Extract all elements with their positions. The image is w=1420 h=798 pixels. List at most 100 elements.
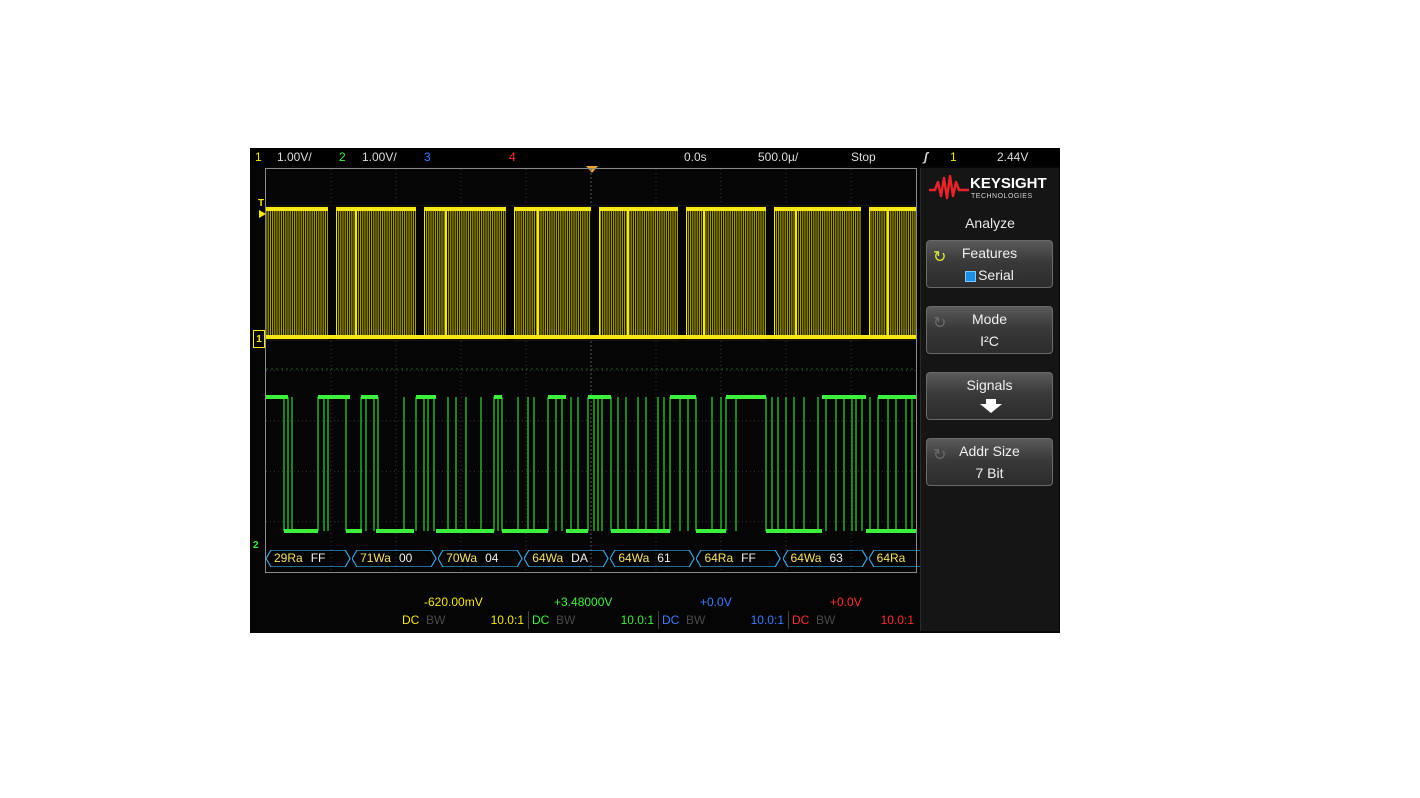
ch2-waveform (266, 368, 916, 533)
run-state[interactable]: Stop (851, 150, 876, 164)
softkey-label: Mode (971, 311, 1008, 327)
channel-coupling: DC (792, 613, 810, 627)
keysight-wave-icon (929, 174, 969, 200)
channel-offset: +3.48000V (554, 595, 613, 609)
decode-address: 64Ra (876, 551, 906, 565)
softkey-label: Features (961, 245, 1018, 261)
mode-softkey[interactable]: ↻ Mode I²C (926, 306, 1053, 354)
ch1-waveform (266, 205, 916, 341)
rotate-knob-icon: ↻ (933, 315, 947, 332)
status-bar: 1 1.00V/ 2 1.00V/ 3 4 0.0s 500.0µ/ Stop … (250, 148, 1060, 166)
decode-packet[interactable]: 64Wa DA (524, 550, 610, 567)
rotate-knob-icon: ↻ (933, 447, 947, 464)
ch1-idle-gap (328, 206, 336, 340)
keysight-logo: KEYSIGHT TECHNOLOGIES (927, 172, 1057, 204)
softkey-value: Serial (927, 267, 1052, 283)
ch1-idle-gap (678, 206, 686, 340)
channel-offset: +0.0V (830, 595, 862, 609)
channel-info-2[interactable]: +3.48000V DC BW 10.0:1 (528, 588, 658, 633)
decode-packet[interactable]: 71Wa 00 (352, 550, 438, 567)
channel-coupling: DC (532, 613, 550, 627)
decode-packet-text: 64Ra FF (704, 550, 755, 567)
oscilloscope-display: 1 1.00V/ 2 1.00V/ 3 4 0.0s 500.0µ/ Stop … (250, 148, 1060, 633)
decode-address: 64Wa (618, 551, 650, 565)
trigger-position-icon (586, 166, 598, 173)
softkey-value: I²C (980, 333, 999, 349)
decode-data: FF (741, 551, 756, 565)
decode-packet[interactable]: 64Ra FF (696, 550, 782, 567)
decode-packet-text: 70Wa 04 (446, 550, 498, 567)
logo-text: KEYSIGHT (970, 175, 1047, 192)
rotate-knob-icon: ↻ (933, 249, 947, 266)
channel-coupling: DC (662, 613, 680, 627)
channel-info-1[interactable]: -620.00mV DC BW 10.0:1 (398, 588, 528, 633)
channel-info-4[interactable]: +0.0V DC BW 10.0:1 (788, 588, 918, 633)
channel-offset: +0.0V (700, 595, 732, 609)
signals-softkey[interactable]: Signals (926, 372, 1053, 420)
ch1-number[interactable]: 1 (255, 150, 262, 164)
trigger-level-marker[interactable]: T (258, 198, 265, 209)
decode-packet-text: 64Wa 63 (791, 550, 843, 567)
channel-separator (528, 611, 529, 629)
trigger-level-arrow-icon (259, 210, 266, 218)
decode-data: 63 (829, 551, 843, 565)
decode-packet-text: 64Wa DA (532, 550, 588, 567)
ch2-ground-marker[interactable]: 2 (253, 540, 259, 551)
decode-packet-text: 64Wa 61 (618, 550, 670, 567)
ch1-idle-gap (591, 206, 599, 340)
decode-address: 70Wa (446, 551, 478, 565)
decode-packet[interactable]: 64Wa 61 (610, 550, 696, 567)
softkey-label: Signals (966, 377, 1013, 393)
decode-packet-text: 64Ra (877, 550, 914, 567)
decode-packet[interactable]: 29Ra FF (266, 550, 352, 567)
waveform-grid (265, 168, 917, 573)
time-delay[interactable]: 0.0s (684, 150, 707, 164)
ch1-idle-gap (861, 206, 869, 340)
channel-bw-limit: BW (686, 613, 706, 627)
decode-packet-text: 71Wa 00 (360, 550, 412, 567)
decode-address: 64Wa (790, 551, 822, 565)
features-softkey[interactable]: ↻ Features Serial (926, 240, 1053, 288)
ch2-number[interactable]: 2 (339, 150, 346, 164)
channel-offset: -620.00mV (424, 595, 483, 609)
ch1-scale[interactable]: 1.00V/ (277, 150, 312, 164)
decode-address: 64Wa (532, 551, 564, 565)
ch1-idle-gap (506, 206, 514, 340)
channel-coupling: DC (402, 613, 420, 627)
channel-info-bar: -620.00mV DC BW 10.0:1 +3.48000V DC BW 10.0:1 +0… (250, 588, 915, 633)
decode-packet-text: 29Ra FF (274, 550, 325, 567)
channel-probe-ratio: 10.0:1 (620, 613, 654, 627)
ch1-ground-marker[interactable]: 1 (253, 330, 265, 348)
channel-probe-ratio: 10.0:1 (750, 613, 784, 627)
trigger-level[interactable]: 2.44V (997, 150, 1029, 164)
ch1-idle-gap (416, 206, 424, 340)
ch1-idle-gap (766, 206, 774, 340)
time-scale[interactable]: 500.0µ/ (758, 150, 799, 164)
softkey-panel: KEYSIGHT TECHNOLOGIES Analyze ↻ Features… (920, 168, 1059, 631)
decode-data: FF (310, 551, 326, 565)
decode-data: 61 (657, 551, 671, 565)
waveform-canvas (266, 169, 916, 572)
ch4-number[interactable]: 4 (509, 150, 516, 164)
decode-packet[interactable]: 64Wa 63 (782, 550, 869, 567)
decode-address: 64Ra (704, 551, 734, 565)
ch3-number[interactable]: 3 (424, 150, 431, 164)
decode-address: 29Ra (274, 551, 303, 565)
ch2-edges (283, 397, 913, 531)
decode-packet[interactable]: 70Wa 04 (438, 550, 524, 567)
addr-size-softkey[interactable]: ↻ Addr Size 7 Bit (926, 438, 1053, 486)
channel-info-3[interactable]: +0.0V DC BW 10.0:1 (658, 588, 788, 633)
down-arrow-icon (980, 399, 1002, 413)
channel-separator (788, 611, 789, 629)
serial-checkbox-icon (965, 270, 977, 282)
decode-packet[interactable]: 64Ra (868, 550, 955, 567)
channel-bw-limit: BW (816, 613, 836, 627)
decode-data: 04 (485, 551, 499, 565)
trigger-source[interactable]: 1 (950, 150, 957, 164)
channel-separator (658, 611, 659, 629)
menu-title: Analyze (965, 215, 1015, 231)
ch2-scale[interactable]: 1.00V/ (362, 150, 397, 164)
decode-data: DA (571, 551, 588, 565)
softkey-label: Addr Size (959, 443, 1020, 459)
channel-bw-limit: BW (426, 613, 446, 627)
